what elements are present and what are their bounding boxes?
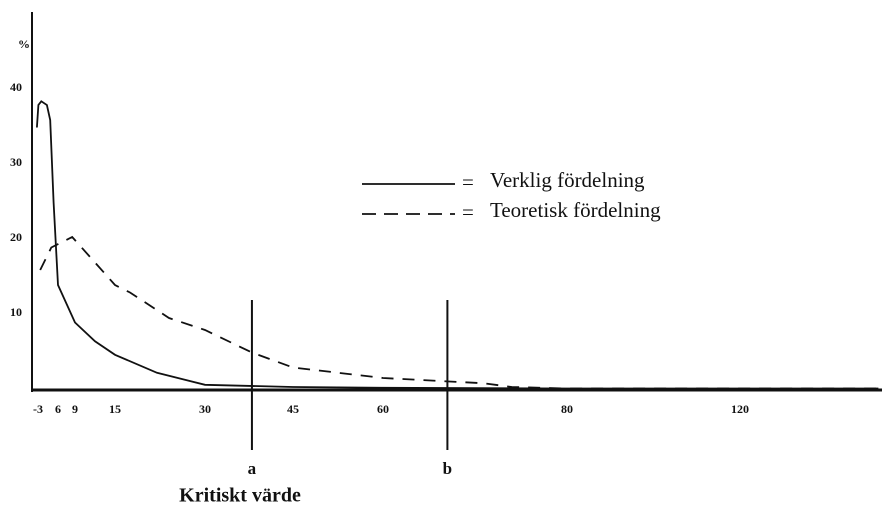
x-tick-label: 80 (561, 402, 573, 416)
x-tick-label: 9 (72, 402, 78, 416)
y-tick-label: 30 (10, 155, 22, 169)
annotation: Kritiskt värde (179, 485, 301, 507)
y-tick-label: 20 (10, 230, 22, 244)
legend-label: Teoretisk fördelning (490, 198, 661, 222)
x-tick-label: 60 (377, 402, 389, 416)
y-tick-label: 10 (10, 305, 22, 319)
y-tick-label: 40 (10, 80, 22, 94)
x-tick-label: -3 (33, 402, 43, 416)
x-tick-label: 45 (287, 402, 299, 416)
legend-label: Verklig fördelning (490, 168, 645, 192)
x-tick-label: 120 (731, 402, 749, 416)
legend-separator: = (462, 170, 474, 194)
x-tick-label: 6 (55, 402, 61, 416)
critical-label: a (248, 459, 257, 478)
legend-separator: = (462, 200, 474, 224)
y-axis-label: % (18, 37, 30, 51)
series-line (36, 100, 879, 390)
critical-label: b (443, 459, 452, 478)
x-tick-label: 30 (199, 402, 211, 416)
x-tick-label: 15 (109, 402, 121, 416)
series-line (39, 235, 879, 390)
